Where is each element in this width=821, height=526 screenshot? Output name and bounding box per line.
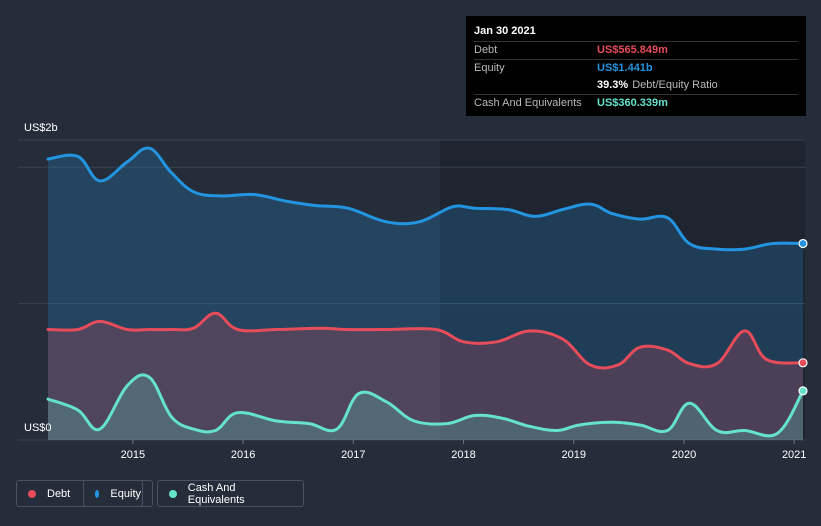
series-end-markers [798, 238, 808, 396]
x-tick-label: 2019 [562, 449, 586, 461]
gridlines [18, 139, 805, 441]
tooltip-ratio-value: 39.3% [597, 79, 629, 91]
tooltip-debt-value: US$565.849m [597, 44, 668, 56]
legend-debt[interactable]: Debt [16, 480, 143, 507]
x-tick-label: 2021 [782, 449, 806, 461]
equity-end-marker [798, 238, 808, 249]
tooltip-date: Jan 30 2021 [474, 25, 536, 37]
tooltip-equity-row: Equity US$1.441b [474, 59, 798, 77]
legend-equity[interactable]: Equity [83, 480, 153, 507]
tooltip-debt-label: Debt [474, 44, 498, 56]
cash-and-equivalents-line [46, 373, 805, 438]
tooltip-ratio-spacer [474, 77, 597, 94]
x-tick-label: 2016 [231, 449, 255, 461]
tooltip-cash-label: Cash And Equivalents [474, 97, 582, 109]
plot-background-recent [440, 140, 805, 440]
hover-tooltip: Jan 30 2021 Debt US$565.849m Equity US$1… [466, 16, 806, 116]
x-tick-label: 2020 [672, 449, 696, 461]
legend-cash-label: Cash And Equivalents [187, 481, 245, 506]
cash-dot-icon [169, 489, 177, 498]
debt-area [48, 313, 803, 440]
legend-equity-label: Equity [110, 487, 141, 500]
tooltip-ratio-row: 39.3% Debt/Equity Ratio [474, 77, 798, 94]
legend-cash[interactable]: Cash And Equivalents [157, 480, 304, 507]
cash-and-equivalents-end-marker [798, 386, 808, 396]
tooltip-equity-label: Equity [474, 62, 505, 74]
x-axis-ticks: 2015 2016 2017 2018 2019 2020 2021 [121, 440, 806, 461]
tooltip-cash-row: Cash And Equivalents US$360.339m [474, 94, 798, 112]
legend-debt-label: Debt [47, 487, 71, 500]
tooltip-ratio-label: Debt/Equity Ratio [632, 79, 718, 91]
x-tick-label: 2015 [121, 449, 145, 461]
debt-dot-icon [28, 489, 36, 498]
x-tick-label: 2018 [451, 449, 475, 461]
tooltip-equity-value: US$1.441b [597, 62, 653, 74]
debt-end-marker [798, 358, 808, 368]
y-tick-label-max: US$2b [24, 122, 58, 134]
y-tick-label-zero: US$0 [24, 422, 52, 434]
debt-line [46, 311, 805, 370]
equity-line [46, 146, 805, 252]
x-tick-label: 2017 [341, 449, 365, 461]
series-lines [46, 146, 805, 438]
tooltip-debt-row: Debt US$565.849m [474, 41, 798, 59]
equity-dot-icon [95, 489, 100, 498]
tooltip-cash-value: US$360.339m [597, 97, 668, 109]
